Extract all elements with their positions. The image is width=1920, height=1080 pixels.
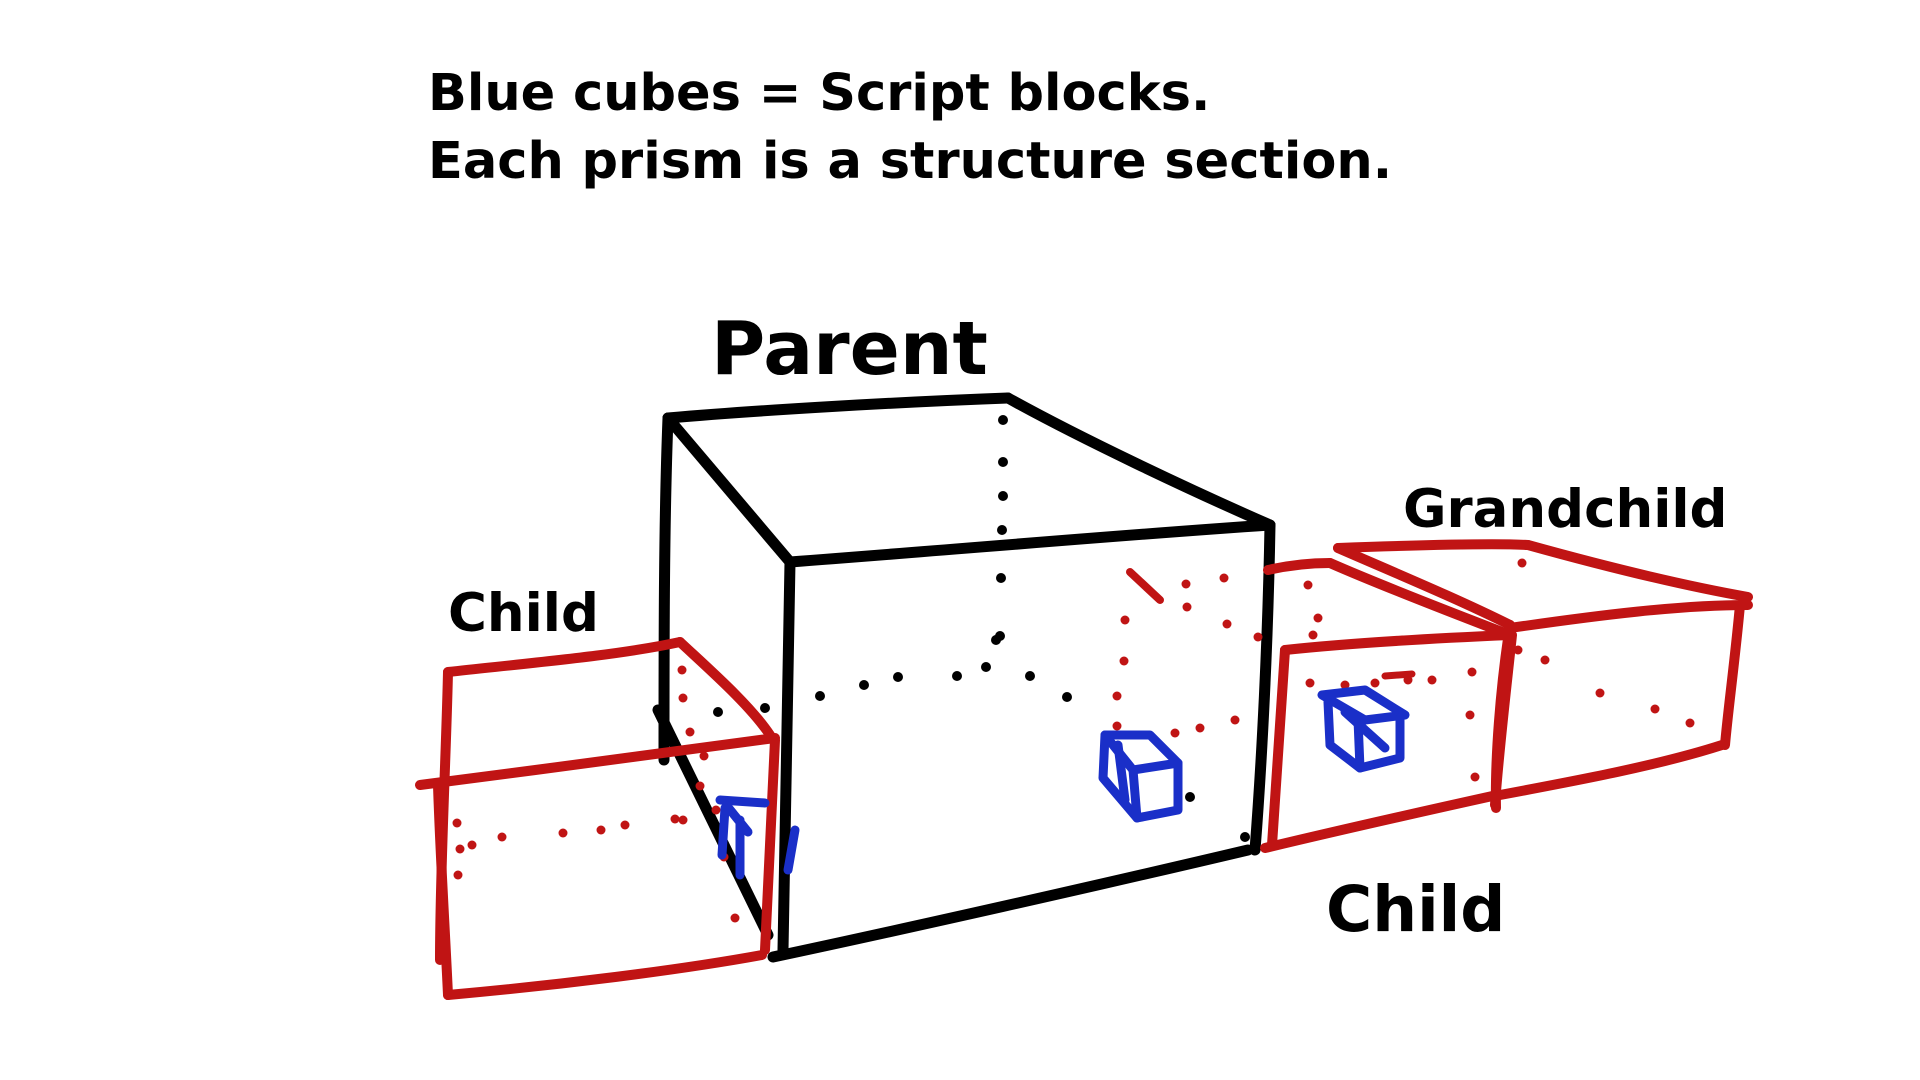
child-left-top-right [675,637,775,740]
grandchild-top-right [1523,540,1753,602]
child-right-top-right [1325,558,1515,640]
parent-label: Parent [711,306,988,392]
grandchild-front-left [1490,620,1515,813]
parent-left-back-edge [658,412,674,766]
parent-prism [652,392,1276,963]
script-block-cube-child-right [1317,685,1410,773]
grandchild-bottom [1495,740,1727,800]
grandchild-left-curve [1333,543,1515,630]
child-left-front-left [433,780,453,1000]
grandchild-prism [1333,539,1753,813]
grandchild-top-back [1333,539,1533,553]
child-right-top-back [1263,558,1335,575]
caption-line-2: Each prism is a structure section. [428,132,1393,191]
child-left-bottom [443,950,767,1000]
parent-front-left-edge [777,556,796,956]
grandchild-label: Grandchild [1403,479,1728,540]
parent-bottom-front-edge [767,844,1254,963]
child-left-prism [415,637,780,1000]
child-left-top-back [443,637,685,677]
child-right-bottom [1260,790,1502,853]
child-right-label: Child [1326,873,1506,946]
child-right-top-front [1280,630,1515,655]
grandchild-front-right [1720,600,1745,750]
parent-top-right-edge [1002,392,1276,531]
script-block-cube-left [715,795,800,880]
child-left-front-right [760,735,780,955]
parent-top-back-edge [662,392,1014,424]
grandchild-hidden-edges [1303,558,1695,782]
parent-top-front-edge [784,519,1276,568]
child-left-label: Child [448,583,599,644]
script-block-cube-parent [1098,730,1183,823]
caption-line-1: Blue cubes = Script blocks. [428,64,1211,123]
parent-interior-red-path [1112,568,1263,738]
caption: Blue cubes = Script blocks. Each prism i… [428,60,1392,196]
child-left-top-front [415,733,780,790]
script-block-dashes [1381,670,1416,680]
child-right-front-left [1267,645,1290,850]
parent-top-left-edge [662,412,796,568]
parent-hidden-edges [713,415,1250,842]
grandchild-top-front [1505,600,1753,633]
